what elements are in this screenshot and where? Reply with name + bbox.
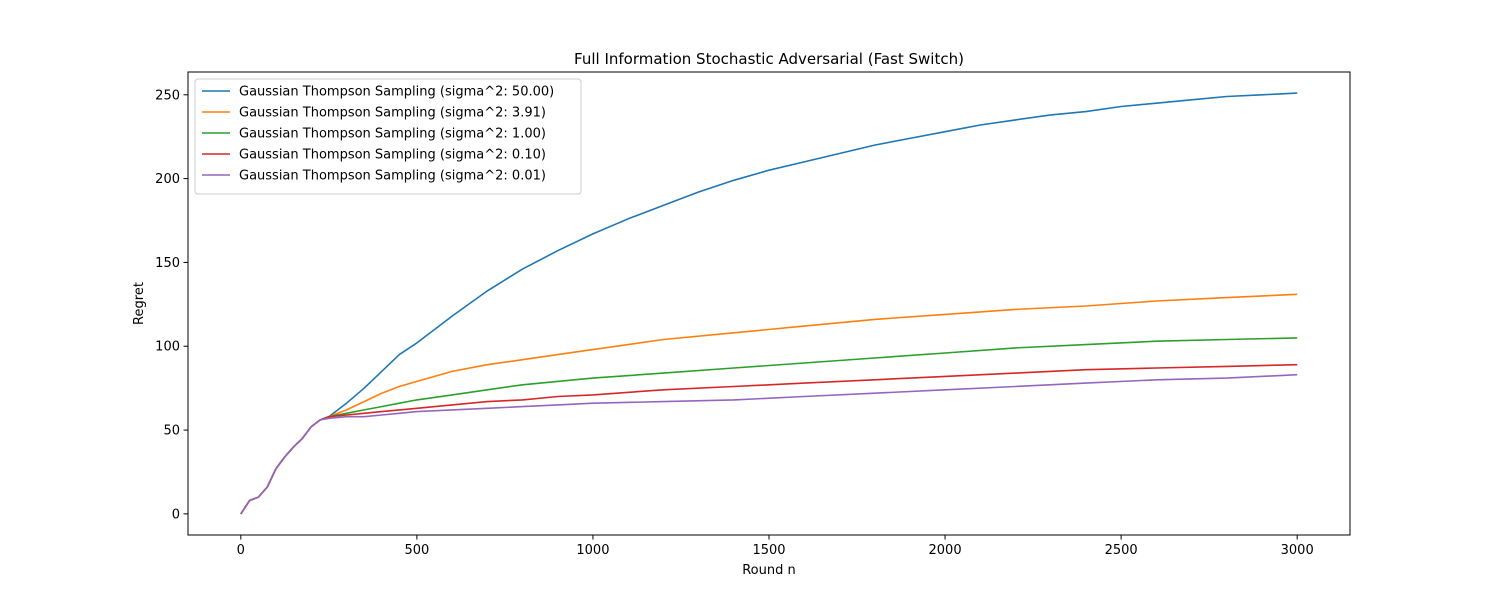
- x-tick-label: 2500: [1105, 543, 1138, 558]
- y-tick-label: 200: [155, 172, 180, 187]
- x-tick-label: 3000: [1281, 543, 1314, 558]
- x-axis-label: Round n: [742, 563, 796, 578]
- legend: Gaussian Thompson Sampling (sigma^2: 50.…: [194, 78, 582, 195]
- legend-box: [194, 78, 582, 195]
- x-tick-label: 1000: [576, 543, 609, 558]
- x-tick-label: 500: [404, 543, 429, 558]
- y-tick-label: 50: [163, 424, 180, 439]
- legend-entry-5: Gaussian Thompson Sampling (sigma^2: 0.0…: [239, 169, 546, 184]
- legend-entry-1: Gaussian Thompson Sampling (sigma^2: 50.…: [239, 85, 554, 100]
- y-tick-label: 250: [155, 88, 180, 103]
- legend-entry-4: Gaussian Thompson Sampling (sigma^2: 0.1…: [239, 148, 546, 163]
- x-tick-label: 0: [237, 543, 245, 558]
- x-tick-label: 1500: [752, 543, 785, 558]
- y-tick-label: 0: [172, 507, 180, 522]
- y-tick-label: 150: [155, 256, 180, 271]
- y-axis-label: Regret: [132, 282, 147, 325]
- series-line-5: [240, 373, 1298, 515]
- y-tick-label: 100: [155, 340, 180, 355]
- legend-entry-2: Gaussian Thompson Sampling (sigma^2: 3.9…: [239, 106, 546, 121]
- y-axis-ticks: 0 50 100 150 200 250: [155, 88, 188, 522]
- chart-title: Full Information Stochastic Adversarial …: [574, 50, 964, 68]
- x-tick-label: 2000: [929, 543, 962, 558]
- legend-entry-3: Gaussian Thompson Sampling (sigma^2: 1.0…: [239, 127, 546, 142]
- x-axis-ticks: 0 500 1000 1500 2000 2500 3000: [237, 535, 1314, 558]
- plot-lines: [240, 92, 1298, 515]
